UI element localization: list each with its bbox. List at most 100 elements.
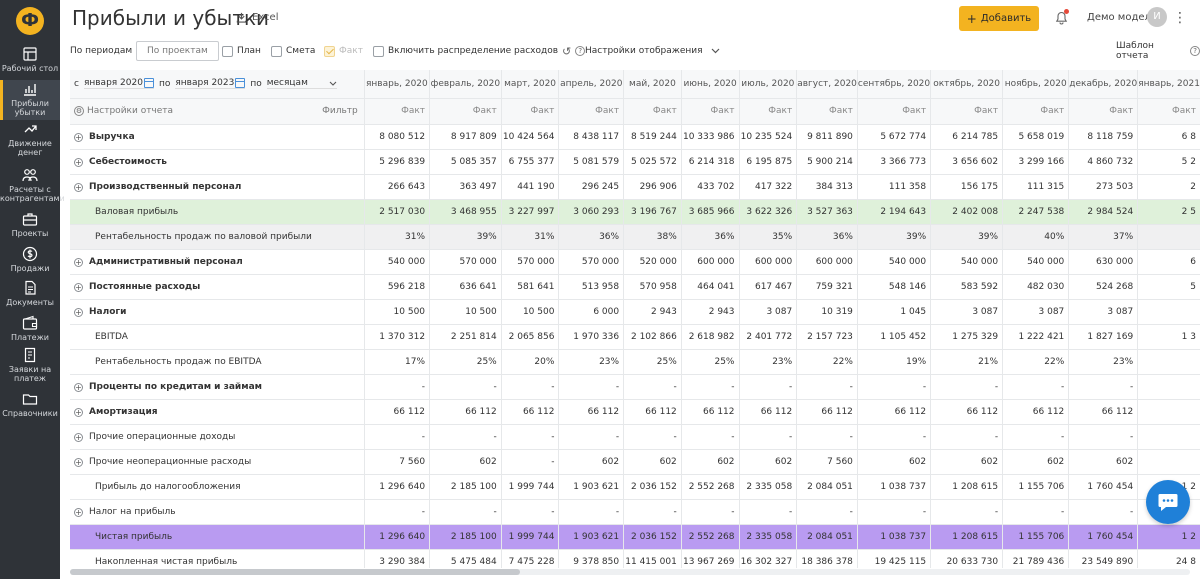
table-row[interactable]: + Постоянные расходы 596 218 636 641 581 641…: [70, 274, 1200, 300]
expand-icon[interactable]: +: [74, 157, 83, 167]
value-cell: 8 118 759: [1068, 124, 1138, 150]
expand-icon[interactable]: +: [74, 407, 83, 417]
user-name[interactable]: Демо модель: [1087, 12, 1157, 23]
plan-checkbox[interactable]: План: [222, 40, 261, 62]
sidebar-item-1[interactable]: Рабочий стол: [0, 45, 60, 77]
by-periods-tab[interactable]: По периодам: [70, 40, 132, 62]
table-row[interactable]: + Налоги 10 500 10 500 10 500 6 000 2 943 2 943…: [70, 299, 1200, 325]
value-cell: -: [930, 499, 1003, 525]
help-icon[interactable]: ?: [1190, 46, 1200, 56]
row-label-text: Рентабельность продаж по EBITDA: [95, 356, 262, 367]
value-cell: 7 560: [796, 449, 858, 475]
table-row[interactable]: Прибыль до налогообложения 1 296 640 2 185…: [70, 474, 1200, 500]
display-settings-dropdown[interactable]: Настройки отображения: [585, 40, 720, 62]
horizontal-scrollbar[interactable]: [70, 569, 1190, 575]
sidebar-item-10[interactable]: Справочники: [0, 390, 60, 420]
sidebar-item-3[interactable]: Движение денег: [0, 120, 60, 160]
sidebar-item-4[interactable]: Расчеты с контрагентами: [0, 166, 65, 210]
value-cell: 1 903 621: [558, 474, 624, 500]
to-period-value: января 2023: [175, 78, 235, 89]
refresh-icon[interactable]: ↺: [562, 44, 572, 58]
expand-icon[interactable]: +: [74, 457, 83, 467]
display-settings-label: Настройки отображения: [585, 46, 703, 56]
table-row[interactable]: Накопленная чистая прибыль 3 290 384 5 475…: [70, 549, 1200, 568]
include-distribution-checkbox[interactable]: Включить распределение расходов ↺ ?: [373, 40, 586, 62]
row-label-text: Амортизация: [89, 406, 158, 417]
table-row[interactable]: Валовая прибыль 2 517 030 3 468 955 3 227 9…: [70, 199, 1200, 225]
by-projects-tab[interactable]: По проектам: [136, 40, 219, 62]
estimate-checkbox[interactable]: Смета: [271, 40, 315, 62]
row-label-text: Прочие неоперационные расходы: [89, 456, 252, 467]
value-cell: 1 370 312: [363, 324, 430, 350]
report-settings-button[interactable]: ⚙ Настройки отчета: [74, 106, 173, 116]
from-period-select[interactable]: января 2020: [83, 78, 154, 90]
expand-icon[interactable]: +: [74, 307, 83, 317]
table-row[interactable]: + Прочие неоперационные расходы 7 560 602-6…: [70, 449, 1200, 475]
value-cell: 111 358: [856, 174, 931, 200]
plus-icon: +: [966, 11, 977, 26]
month-header: июнь, 2020: [680, 70, 739, 99]
expand-icon[interactable]: +: [74, 182, 83, 192]
sidebar-item-9[interactable]: Заявки на платеж: [0, 346, 60, 386]
table-row[interactable]: + Административный персонал 540 000 570 000…: [70, 249, 1200, 275]
table-row[interactable]: + Налог на прибыль - - - - - - - - - - - -: [70, 499, 1200, 525]
more-menu-icon[interactable]: ⋮: [1173, 10, 1187, 26]
sidebar-item-label: Справочники: [2, 409, 58, 418]
value-cell: 2: [1137, 174, 1200, 200]
expand-icon[interactable]: +: [74, 382, 83, 392]
row-label: Чистая прибыль: [70, 524, 365, 550]
value-cell: -: [738, 499, 797, 525]
value-cell: -: [558, 374, 624, 400]
expand-icon[interactable]: +: [74, 132, 83, 142]
avatar[interactable]: И: [1147, 7, 1167, 27]
value-cell: 23 549 890: [1068, 549, 1138, 568]
table-row[interactable]: + Амортизация 66 112 66 112 66 112 66 112 66 1…: [70, 399, 1200, 425]
value-cell: -: [680, 374, 739, 400]
logo[interactable]: Ф: [16, 7, 44, 35]
value-cell: 3 087: [1068, 299, 1138, 325]
grouping-select[interactable]: месяцам: [266, 78, 337, 90]
expand-icon[interactable]: +: [74, 282, 83, 292]
value-cell: 2 065 856: [500, 324, 559, 350]
sidebar-item-7[interactable]: Документы: [0, 279, 60, 311]
excel-export-button[interactable]: Excel: [236, 12, 279, 23]
scrollbar-thumb[interactable]: [70, 569, 520, 575]
settings-icon: ⚙: [74, 106, 84, 116]
filter-button[interactable]: Фильтр: [322, 106, 358, 116]
by-projects-label: По проектам: [136, 41, 219, 61]
notifications-bell[interactable]: [1055, 9, 1069, 29]
fact-checkbox[interactable]: Факт: [324, 40, 363, 62]
value-cell: 36%: [796, 224, 858, 250]
value-cell: 417 322: [738, 174, 797, 200]
sidebar-item-2[interactable]: Прибыли убытки: [0, 80, 60, 120]
value-cell: -: [930, 374, 1003, 400]
table-row[interactable]: + Производственный персонал 266 643 363 497…: [70, 174, 1200, 200]
expand-icon[interactable]: +: [74, 257, 83, 267]
to-period-select[interactable]: января 2023: [175, 78, 246, 90]
table-row[interactable]: + Проценты по кредитам и займам - - - - - - - - - -…: [70, 374, 1200, 400]
value-cell: 5 296 839: [363, 149, 430, 175]
value-cell: 524 268: [1068, 274, 1138, 300]
row-label: Валовая прибыль: [70, 199, 365, 225]
add-button[interactable]: + Добавить: [959, 6, 1039, 31]
table-row[interactable]: + Себестоимость 5 296 839 5 085 357 6 755 37…: [70, 149, 1200, 175]
report-template-button[interactable]: Шаблон отчета?: [1116, 40, 1200, 62]
table-row[interactable]: Чистая прибыль 1 296 640 2 185 100 1 999 74…: [70, 524, 1200, 550]
table-row[interactable]: Рентабельность продаж по EBITDA 17% 25% 20%…: [70, 349, 1200, 375]
table-row[interactable]: EBITDA 1 370 312 2 251 814 2 065 856 1 970 3…: [70, 324, 1200, 350]
table-row[interactable]: Рентабельность продаж по валовой прибыли…: [70, 224, 1200, 250]
sidebar-item-6[interactable]: Продажи: [0, 245, 60, 277]
sidebar-item-8[interactable]: Платежи: [0, 314, 60, 346]
expand-icon[interactable]: +: [74, 507, 83, 517]
chart-icon: [24, 84, 36, 96]
fact-header: Факт: [363, 98, 430, 125]
value-cell: -: [623, 499, 682, 525]
table-row[interactable]: + Выручка 8 080 512 8 917 809 10 424 564 8 43…: [70, 124, 1200, 150]
chat-button[interactable]: [1146, 480, 1190, 524]
table-row[interactable]: + Прочие операционные доходы - - - - - - - - - - - -: [70, 424, 1200, 450]
expand-icon[interactable]: +: [74, 432, 83, 442]
value-cell: 1 045: [856, 299, 931, 325]
value-cell: 8 519 244: [623, 124, 682, 150]
sidebar-item-5[interactable]: Проекты: [0, 210, 60, 242]
help-icon[interactable]: ?: [575, 46, 586, 56]
